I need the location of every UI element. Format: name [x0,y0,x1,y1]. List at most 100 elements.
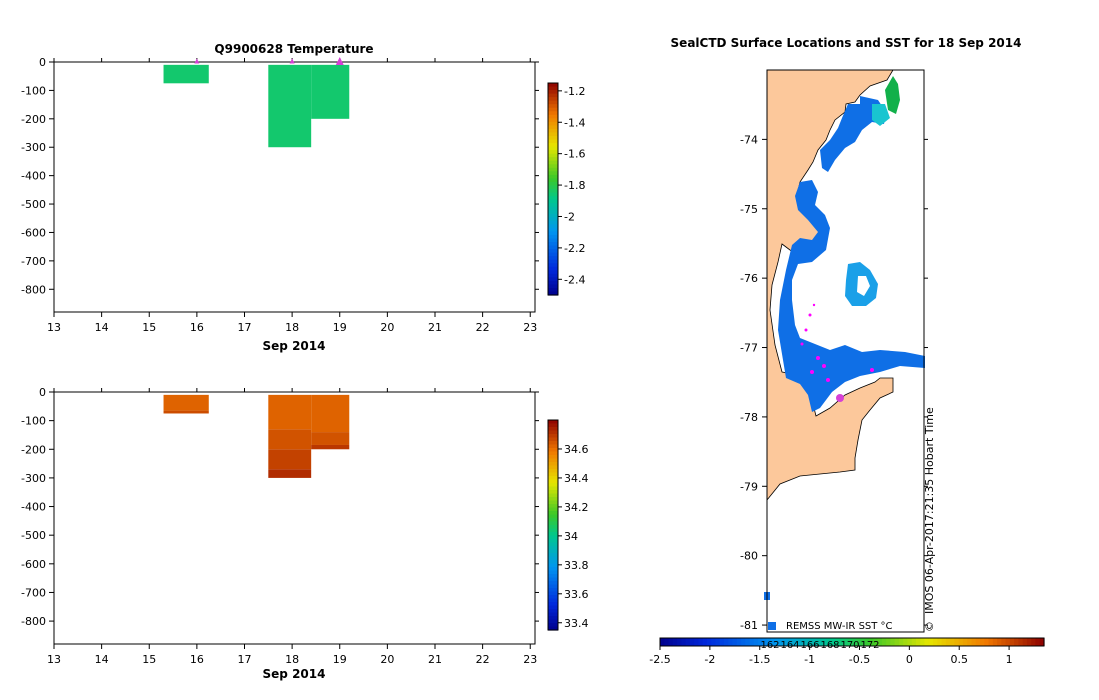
sst-colorbar-frame [659,637,1045,647]
colorbar-segment [548,609,558,614]
x-tick-label: 18 [285,321,299,334]
sst-colorbar-tick-label: -0.5 [849,653,870,666]
sst-colorbar-segment [954,638,960,646]
sst-colorbar-segment [711,638,717,646]
colorbar-segment [548,619,558,624]
x-tick-label: 20 [380,653,394,666]
x-tick-label: 17 [237,653,251,666]
colorbar-segment [548,514,558,519]
sst-colorbar-segment [864,638,870,646]
sst-colorbar-segment [728,638,734,646]
sst-map-panel: SealCTD Surface Locations and SST for 18… [649,36,1045,666]
sst-colorbar-segment [681,638,687,646]
colorbar-segment [548,83,558,88]
sst-colorbar-segment [1026,638,1032,646]
y-tick-label: -500 [21,198,46,211]
sst-colorbar-segment [890,638,896,646]
colorbar-segment [548,291,558,296]
x-tick-label: 16 [190,321,204,334]
sst-colorbar-tick-label: 1 [1006,653,1013,666]
colorbar-segment [548,132,558,137]
colorbar-tick-label: 34.2 [564,501,589,514]
sst-colorbar-segment [677,638,682,646]
colorbar-segment [548,234,558,240]
sst-colorbar-segment [877,638,883,646]
sst-colorbar-segment [839,638,845,646]
colorbar-segment [548,114,558,119]
sst-colorbar-segment [715,638,721,646]
profile-marker [194,58,200,64]
salinity-cells [163,394,350,478]
temperature-x-label: Sep 2014 [263,339,326,353]
colorbar-segment [548,210,558,215]
section-cell-6 [311,394,350,433]
colorbar-segment [548,598,558,603]
colorbar-segment [548,256,558,261]
colorbar-segment [548,273,558,278]
section-cell-8 [311,444,350,450]
x-tick-label: 14 [95,653,109,666]
colorbar-segment [548,157,558,162]
salinity-x-label: Sep 2014 [263,667,326,681]
sst-colorbar-segment [903,638,909,646]
profile-markers [194,57,344,65]
sst-colorbar-segment [898,638,904,646]
colorbar-segment [548,139,558,144]
sst-colorbar-segment [945,638,951,646]
longitude-label: 164 [780,640,799,651]
sst-colorbar-segment [916,638,921,646]
colorbar-segment [548,472,558,477]
colorbar-tick-label: 33.4 [564,617,589,630]
colorbar-segment [548,616,558,621]
x-tick-label: 22 [476,321,490,334]
colorbar-segment [548,500,558,505]
longitude-label: 168 [820,640,839,651]
sst-colorbar-segment [980,638,985,646]
colorbar-segment [548,623,558,628]
colorbar-segment [548,546,558,551]
colorbar-segment [548,588,558,593]
map-latitude-axis: -74 -75 -76 -77 -78 -79 -80 -81 [740,133,928,632]
y-tick-label: -300 [21,141,46,154]
sst-colorbar-tick-label: 0 [906,653,913,666]
colorbar-segment [548,493,558,498]
y-tick-label: -200 [21,443,46,456]
colorbar-tick-label: -1.6 [564,148,585,161]
colorbar-segment [548,483,558,488]
section-cell-4 [268,449,312,470]
map-frame [766,69,925,633]
colorbar-segment [548,185,558,190]
colorbar-segment [548,160,558,165]
sst-colorbar-segment [873,638,879,646]
x-tick-label: 15 [142,321,156,334]
salinity-colorbar: 34.6 34.4 34.2 34 33.8 33.6 33.4 [547,419,589,631]
y-tick-label: -200 [21,113,46,126]
colorbar-segment [548,224,558,229]
sst-colorbar-segment [1001,638,1007,646]
temperature-cells [163,64,350,148]
temperature-plot-frame [53,61,536,313]
colorbar-segment [548,563,558,568]
colorbar-segment [548,532,558,537]
colorbar-segment [548,153,558,158]
sst-colorbar-segment [1014,638,1019,646]
x-tick-label: 22 [476,653,490,666]
sst-colorbar-segment [847,638,853,646]
colorbar-segment [548,504,558,509]
longitude-label: 166 [800,640,819,651]
sst-colorbar-segment [894,638,900,646]
section-cell-0 [163,394,209,411]
sst-colorbar-segment [775,638,781,646]
colorbar-segment [548,277,558,282]
colorbar-tick-label: 34.6 [564,443,589,456]
sst-colorbar-segment [971,638,977,646]
sst-colorbar-segment [660,638,665,646]
colorbar-segment [548,86,558,91]
colorbar-segment [548,448,558,453]
colorbar-segment [548,146,558,151]
sst-colorbar-tick-label: 0.5 [950,653,968,666]
sst-colorbar-segment [1009,638,1015,646]
salinity-x-axis: 13 14 15 16 17 18 19 20 21 22 23 [47,388,537,666]
colorbar-segment [548,521,558,526]
sst-colorbar-segment [770,638,776,646]
